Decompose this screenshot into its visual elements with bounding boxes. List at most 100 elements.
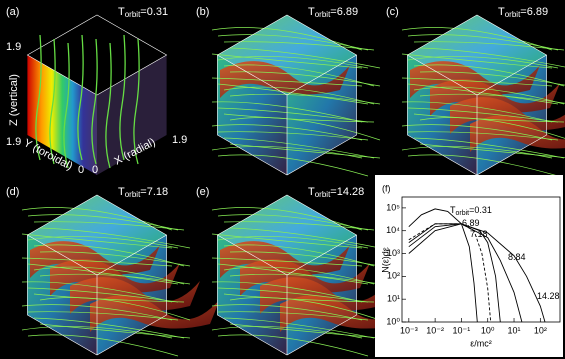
field-line bbox=[229, 47, 381, 69]
y-axis-label: N(ε)dε bbox=[380, 247, 390, 273]
panel-label: (b) bbox=[196, 6, 209, 18]
field-line bbox=[77, 34, 84, 161]
field-line bbox=[229, 273, 381, 285]
field-line bbox=[419, 93, 565, 104]
curve-label-name: 8.84 bbox=[508, 252, 526, 262]
field-line bbox=[211, 207, 363, 231]
panel-label: (e) bbox=[196, 186, 209, 198]
field-line bbox=[223, 317, 375, 339]
curve-label-name: 6.89 bbox=[462, 218, 480, 228]
field-line bbox=[229, 251, 381, 267]
time-subscript: orbit bbox=[125, 190, 141, 199]
current-sheet bbox=[470, 115, 565, 152]
time-value: =6.89 bbox=[520, 6, 548, 18]
field-line bbox=[223, 221, 375, 231]
field-line bbox=[223, 244, 375, 267]
field-line bbox=[419, 117, 565, 139]
time-value: =14.28 bbox=[330, 186, 364, 198]
time-symbol: T bbox=[498, 6, 505, 18]
field-line bbox=[419, 143, 565, 158]
field-line bbox=[229, 117, 381, 141]
field-line bbox=[223, 86, 375, 105]
curve bbox=[408, 223, 523, 323]
field-line bbox=[211, 233, 363, 249]
time-label: Torbit=6.89 bbox=[498, 6, 548, 19]
field-line bbox=[27, 263, 179, 285]
field-line bbox=[21, 326, 173, 339]
curve-label: 14.28 bbox=[537, 291, 560, 301]
field-line bbox=[407, 34, 559, 51]
field-line bbox=[229, 93, 381, 105]
field-line bbox=[33, 317, 185, 339]
field-line bbox=[217, 83, 369, 105]
field-line bbox=[217, 236, 369, 249]
field-line bbox=[35, 34, 42, 161]
field-line bbox=[419, 47, 565, 68]
time-label: Torbit=6.89 bbox=[308, 6, 358, 19]
curve-label: 6.89 bbox=[462, 218, 480, 228]
curve bbox=[408, 208, 478, 323]
current-sheet bbox=[240, 259, 370, 296]
field-line bbox=[133, 38, 140, 165]
field-line bbox=[401, 77, 553, 87]
field-line bbox=[49, 38, 56, 165]
field-line bbox=[211, 257, 363, 267]
curve-label-name: 0.31 bbox=[474, 205, 492, 215]
current-sheet bbox=[70, 277, 200, 314]
panel: (b) Torbit=6.89 bbox=[196, 6, 381, 177]
panel-label: (c) bbox=[386, 6, 399, 18]
field-line bbox=[401, 146, 553, 159]
time-symbol: T bbox=[308, 6, 315, 18]
field-line bbox=[229, 71, 381, 87]
field-line bbox=[63, 42, 70, 169]
axis-tick: 1.9 bbox=[6, 136, 21, 148]
x-axis-label: ε/mc² bbox=[470, 338, 492, 348]
panel: (a) Torbit=0.31Z (vertical)Y (toroidal) X … bbox=[6, 6, 187, 176]
current-sheet bbox=[30, 241, 160, 278]
field-line bbox=[211, 146, 363, 159]
x-tick-label: 10⁰ bbox=[481, 325, 495, 335]
curve-label-name: 14.28 bbox=[537, 291, 560, 301]
field-line bbox=[223, 137, 375, 159]
field-line bbox=[105, 42, 112, 169]
curve-label-equals: = bbox=[469, 205, 474, 215]
curve-label: 7.18 bbox=[470, 229, 488, 239]
time-value: =7.18 bbox=[140, 186, 168, 198]
field-line bbox=[217, 287, 369, 303]
field-line bbox=[229, 297, 381, 321]
y-tick-label: 10¹ bbox=[387, 294, 400, 304]
field-line bbox=[39, 297, 191, 321]
field-line bbox=[27, 334, 179, 357]
time-value: =0.31 bbox=[140, 6, 168, 18]
panel-label: (a) bbox=[6, 6, 19, 18]
time-symbol: T bbox=[118, 6, 125, 18]
field-line bbox=[229, 143, 381, 159]
field-line bbox=[21, 281, 173, 303]
field-line bbox=[217, 107, 369, 123]
panel: (d) Torbit=7.18 bbox=[6, 186, 220, 357]
field-line bbox=[21, 233, 173, 249]
axis-tick: 0 bbox=[92, 164, 98, 176]
field-line bbox=[21, 257, 173, 267]
current-sheet bbox=[220, 241, 350, 278]
x-tick-label: 10¹ bbox=[508, 325, 521, 335]
field-line bbox=[27, 214, 179, 231]
x-tick-label: 10⁻³ bbox=[400, 325, 418, 335]
field-line bbox=[39, 251, 191, 267]
cube-face bbox=[26, 14, 168, 96]
axis-label: Z (vertical) bbox=[8, 74, 20, 126]
curve-label: Torbit=0.31 bbox=[450, 205, 492, 216]
panel: (e) Torbit=14.28 bbox=[196, 186, 410, 357]
field-line bbox=[211, 101, 363, 123]
curve bbox=[408, 223, 546, 323]
field-line bbox=[413, 86, 565, 105]
time-label: Torbit=0.31 bbox=[118, 6, 168, 19]
y-tick-label: 10⁰ bbox=[386, 316, 400, 326]
time-label: Torbit=7.18 bbox=[118, 186, 168, 199]
time-symbol: T bbox=[308, 186, 315, 198]
field-line bbox=[419, 71, 565, 86]
field-line bbox=[21, 207, 173, 231]
curve-label-subscript: orbit bbox=[456, 210, 470, 217]
